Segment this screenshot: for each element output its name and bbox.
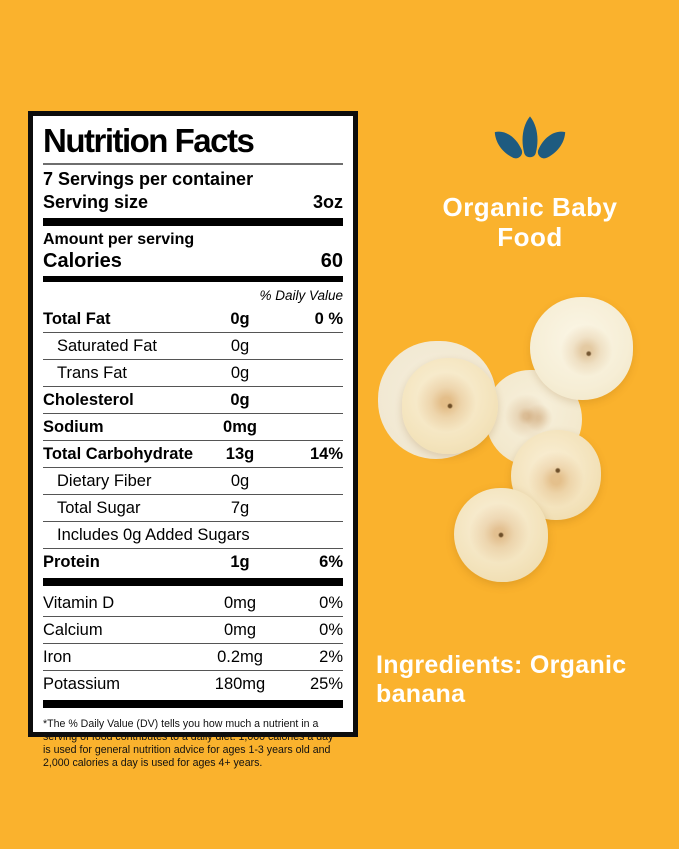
- divider-thick: [43, 218, 343, 226]
- nutrient-name: Saturated Fat: [57, 337, 157, 355]
- nutrient-amount: 0g: [230, 337, 250, 355]
- divider-thick: [43, 700, 343, 708]
- nutrient-name: Total Fat: [43, 310, 111, 328]
- nutrition-row: Potassium 180mg 25%: [43, 671, 343, 697]
- nutrition-row: Protein 1g 6%: [43, 549, 343, 575]
- calories-row: Calories 60: [43, 249, 343, 273]
- splash-droplets-icon: [494, 116, 566, 159]
- nutrition-micro-rows: Vitamin D 0mg 0% Calcium 0mg 0% Iron 0.2mg 2% Pot…: [43, 590, 343, 697]
- nutrient-name: Includes 0g Added Sugars: [57, 526, 250, 544]
- nutrition-row: Saturated Fat 0g: [43, 333, 343, 360]
- calories-label: Calories: [43, 250, 122, 272]
- nutrient-amount: 0mg: [223, 594, 257, 612]
- nutrient-name: Cholesterol: [43, 391, 134, 409]
- nutrition-facts-title: Nutrition Facts: [43, 122, 343, 165]
- servings-per-container: 7 Servings per container: [43, 169, 254, 189]
- nutrient-dv: 25%: [309, 675, 343, 693]
- nutrient-amount: 13g: [225, 445, 255, 463]
- divider-medium: [43, 276, 343, 282]
- amount-per-serving-label: Amount per serving: [43, 231, 195, 248]
- daily-value-footnote: *The % Daily Value (DV) tells you how mu…: [43, 718, 334, 769]
- divider-thick: [43, 578, 343, 586]
- nutrition-row: Cholesterol 0g: [43, 387, 343, 414]
- serving-size-label: Serving size: [43, 192, 149, 212]
- nutrient-amount: 180mg: [214, 675, 266, 693]
- nutrient-name: Calcium: [43, 621, 103, 639]
- serving-size-value: 3oz: [312, 192, 343, 212]
- nutrient-name: Protein: [43, 553, 100, 571]
- nutrient-name: Potassium: [43, 675, 121, 693]
- nutrient-dv: 14%: [309, 445, 343, 463]
- nutrient-amount: 0.2mg: [217, 648, 263, 666]
- nutrition-row: Dietary Fiber 0g: [43, 468, 343, 495]
- nutrient-name: Dietary Fiber: [57, 472, 152, 490]
- nutrient-dv: 0%: [319, 621, 343, 639]
- nutrition-row: Iron 0.2mg 2%: [43, 644, 343, 671]
- nutrient-name: Iron: [43, 648, 72, 666]
- nutrient-amount: 0mg: [223, 418, 257, 436]
- daily-value-header: % Daily Value: [259, 288, 343, 303]
- nutrient-amount: 7g: [230, 499, 250, 517]
- brand-name-line2: Food: [497, 222, 563, 252]
- nutrient-name: Trans Fat: [57, 364, 127, 382]
- nutrition-facts-panel: Nutrition Facts 7 Servings per container…: [28, 111, 358, 769]
- nutrition-row: Total Carbohydrate 13g 14%: [43, 441, 343, 468]
- nutrient-amount: 0g: [230, 391, 250, 409]
- nutrition-row: Calcium 0mg 0%: [43, 617, 343, 644]
- nutrition-main-rows: Total Fat 0g 0 % Saturated Fat 0g Trans Fat 0g…: [43, 306, 343, 575]
- brand-name-line1: Organic Baby: [442, 192, 618, 222]
- nutrient-amount: 0mg: [223, 621, 257, 639]
- nutrient-dv: 6%: [319, 553, 343, 571]
- banana-slice: [530, 297, 633, 400]
- brand-name: Organic Baby Food: [425, 192, 635, 252]
- nutrition-row: Total Fat 0g 0 %: [43, 306, 343, 333]
- nutrient-amount: 0g: [230, 472, 250, 490]
- nutrient-name: Total Sugar: [57, 499, 141, 517]
- nutrition-row: Trans Fat 0g: [43, 360, 343, 387]
- nutrient-name: Total Carbohydrate: [43, 445, 194, 463]
- calories-value: 60: [320, 250, 343, 272]
- ingredients-text: Ingredients: Organic banana: [376, 651, 627, 708]
- nutrient-name: Vitamin D: [43, 594, 115, 612]
- serving-size-row: Serving size 3oz: [43, 191, 343, 214]
- nutrient-dv: 0%: [319, 594, 343, 612]
- nutrition-row: Total Sugar 7g: [43, 495, 343, 522]
- nutrient-dv: 0 %: [314, 310, 343, 328]
- banana-slices-photo: [378, 292, 678, 602]
- nutrient-name: Sodium: [43, 418, 104, 436]
- nutrition-row: Vitamin D 0mg 0%: [43, 590, 343, 617]
- nutrition-row: Sodium 0mg: [43, 414, 343, 441]
- banana-slice: [402, 358, 498, 454]
- nutrition-row: Includes 0g Added Sugars: [43, 522, 343, 549]
- banana-slice: [454, 488, 548, 582]
- nutrient-amount: 0g: [230, 364, 250, 382]
- nutrient-dv: 2%: [319, 648, 343, 666]
- nutrient-amount: 1g: [230, 553, 250, 571]
- nutrient-amount: 0g: [230, 310, 250, 328]
